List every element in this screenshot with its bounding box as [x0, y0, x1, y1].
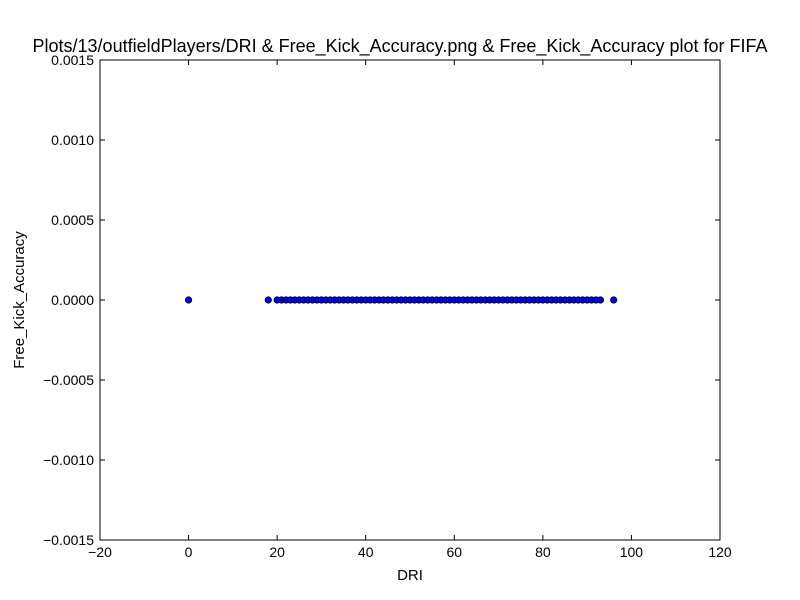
data-points [184, 296, 618, 304]
x-tick-label: 0 [185, 544, 193, 560]
plot-area: −20 0 20 40 60 80 100 120 −0.0015 −0.0010 −0.0005… [43, 52, 732, 560]
x-tick-label: 40 [358, 544, 374, 560]
x-tick-label: 20 [269, 544, 285, 560]
y-tick-label: −0.0005 [43, 372, 94, 388]
y-axis-label: Free_Kick_Accuracy [11, 231, 28, 369]
data-point [596, 296, 605, 304]
x-tick-label: 120 [708, 544, 732, 560]
y-tick-label: −0.0010 [43, 452, 94, 468]
y-tick-label: −0.0015 [43, 532, 94, 548]
x-tick-label: 100 [620, 544, 644, 560]
data-point [610, 296, 618, 304]
chart-title: Plots/13/outfieldPlayers/DRI & Free_Kick… [33, 36, 768, 57]
y-axis-ticks: −0.0015 −0.0010 −0.0005 0.0000 0.0005 0.0010 0… [43, 52, 720, 548]
x-axis-ticks: −20 0 20 40 60 80 100 120 [88, 60, 732, 560]
y-tick-label: 0.0000 [51, 292, 94, 308]
y-tick-label: 0.0010 [51, 132, 94, 148]
x-tick-label: −20 [88, 544, 112, 560]
x-tick-label: 60 [446, 544, 462, 560]
y-tick-label: 0.0005 [51, 212, 94, 228]
x-tick-label: 80 [535, 544, 551, 560]
data-point [184, 296, 193, 304]
y-tick-label: 0.0015 [51, 52, 94, 68]
x-axis-label: DRI [397, 567, 423, 584]
data-point [264, 296, 272, 304]
